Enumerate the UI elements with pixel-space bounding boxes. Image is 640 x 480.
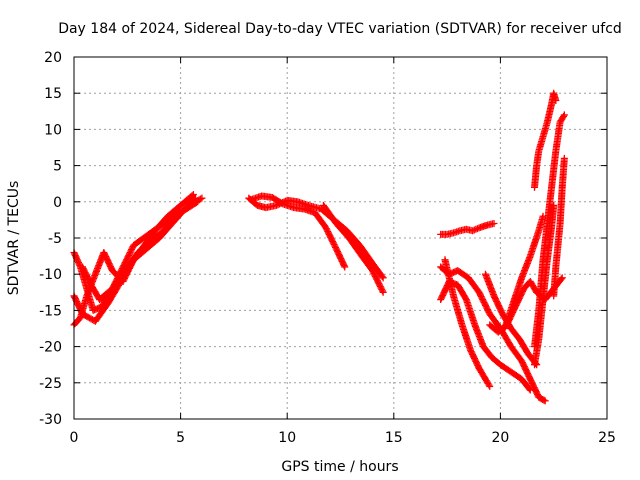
y-tick-labels: -30 -25 -20 -15 -10 -5 0 5 10 15 20 — [39, 50, 62, 428]
series-arc-11 — [441, 256, 494, 390]
y-tick-label: -15 — [39, 303, 62, 319]
data-point — [341, 263, 349, 271]
x-tick-label: 5 — [176, 430, 185, 446]
series-arc-10 — [437, 277, 534, 394]
data-point — [472, 225, 480, 233]
chart-title: Day 184 of 2024, Sidereal Day-to-day VTE… — [58, 21, 622, 37]
x-tick-label: 15 — [385, 430, 403, 446]
y-tick-label: 20 — [44, 50, 62, 66]
data-point — [188, 192, 196, 200]
data-point — [379, 288, 387, 296]
y-tick-label: -10 — [39, 267, 62, 283]
y-tick-label: -30 — [39, 412, 62, 428]
y-tick-label: -20 — [39, 340, 62, 356]
data-point — [340, 262, 348, 270]
grid — [74, 57, 607, 419]
y-tick-label: -25 — [39, 376, 62, 392]
data-point — [557, 275, 565, 283]
data-point — [486, 382, 494, 390]
y-tick-label: 15 — [44, 86, 62, 102]
data-point — [189, 191, 197, 199]
x-axis-label: GPS time / hours — [281, 459, 398, 475]
data-point — [560, 154, 568, 162]
series-arc-9 — [437, 263, 549, 405]
data-point — [550, 201, 558, 209]
data-points — [70, 89, 568, 405]
data-point — [490, 220, 498, 228]
series-arc-16 — [531, 201, 558, 369]
x-tick-label: 25 — [598, 430, 616, 446]
data-point — [198, 194, 206, 202]
data-point — [196, 195, 204, 203]
data-point — [558, 274, 566, 282]
x-tick-label: 10 — [278, 430, 296, 446]
series-arc-4 — [79, 194, 206, 304]
x-tick-labels: 0 5 10 15 20 25 — [70, 430, 616, 446]
data-point — [552, 96, 560, 104]
y-tick-label: 5 — [53, 159, 62, 175]
data-point — [470, 226, 478, 234]
series-arc-6 — [247, 192, 349, 271]
data-point — [560, 112, 568, 120]
data-point — [526, 386, 534, 394]
x-tick-label: 20 — [491, 430, 509, 446]
y-axis-label: SDTVAR / TECUs — [6, 181, 22, 296]
data-point — [540, 396, 548, 404]
series-arc-14 — [501, 212, 547, 332]
series-arc-18 — [550, 154, 568, 300]
data-point — [379, 274, 387, 282]
data-point — [525, 385, 533, 393]
y-tick-label: 10 — [44, 122, 62, 138]
data-point — [469, 227, 477, 235]
axis-ticks — [73, 56, 608, 420]
series-arc-7 — [319, 201, 387, 296]
data-point — [473, 225, 481, 233]
series-arc-17 — [531, 89, 560, 191]
data-point — [378, 273, 386, 281]
y-tick-label: 0 — [53, 195, 62, 211]
data-point — [560, 111, 568, 119]
data-point — [485, 381, 493, 389]
series-arc-8 — [437, 220, 498, 238]
data-point — [541, 397, 549, 405]
data-point — [378, 287, 386, 295]
y-tick-label: -5 — [48, 231, 62, 247]
x-tick-label: 0 — [70, 430, 79, 446]
